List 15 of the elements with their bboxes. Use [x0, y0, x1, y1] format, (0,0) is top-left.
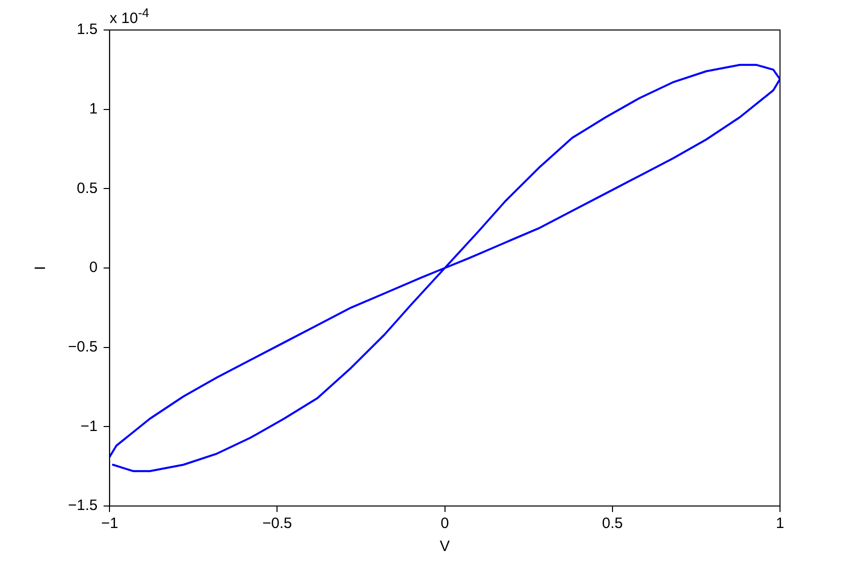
y-tick-label: 1.5	[76, 21, 98, 38]
y-tick-label: −1.5	[68, 497, 98, 514]
y-tick-label: −0.5	[68, 338, 98, 356]
text: x 10$^{-4}$	[110, 6, 150, 27]
y-tick-label: −1	[80, 418, 98, 435]
x-tick-label: 1	[776, 515, 784, 532]
y-tick-label: 1	[89, 100, 98, 118]
y-tick-label: 0	[89, 259, 98, 276]
y-axis-title: I	[32, 266, 50, 270]
x-tick-label: −0.5	[262, 515, 292, 532]
x-tick-label: −1	[101, 515, 118, 532]
y-tick-label: 0.5	[76, 180, 98, 197]
x-axis-title: V	[440, 538, 450, 556]
x-tick-label: 0	[440, 515, 449, 532]
x-tick-label: 0.5	[602, 515, 623, 532]
